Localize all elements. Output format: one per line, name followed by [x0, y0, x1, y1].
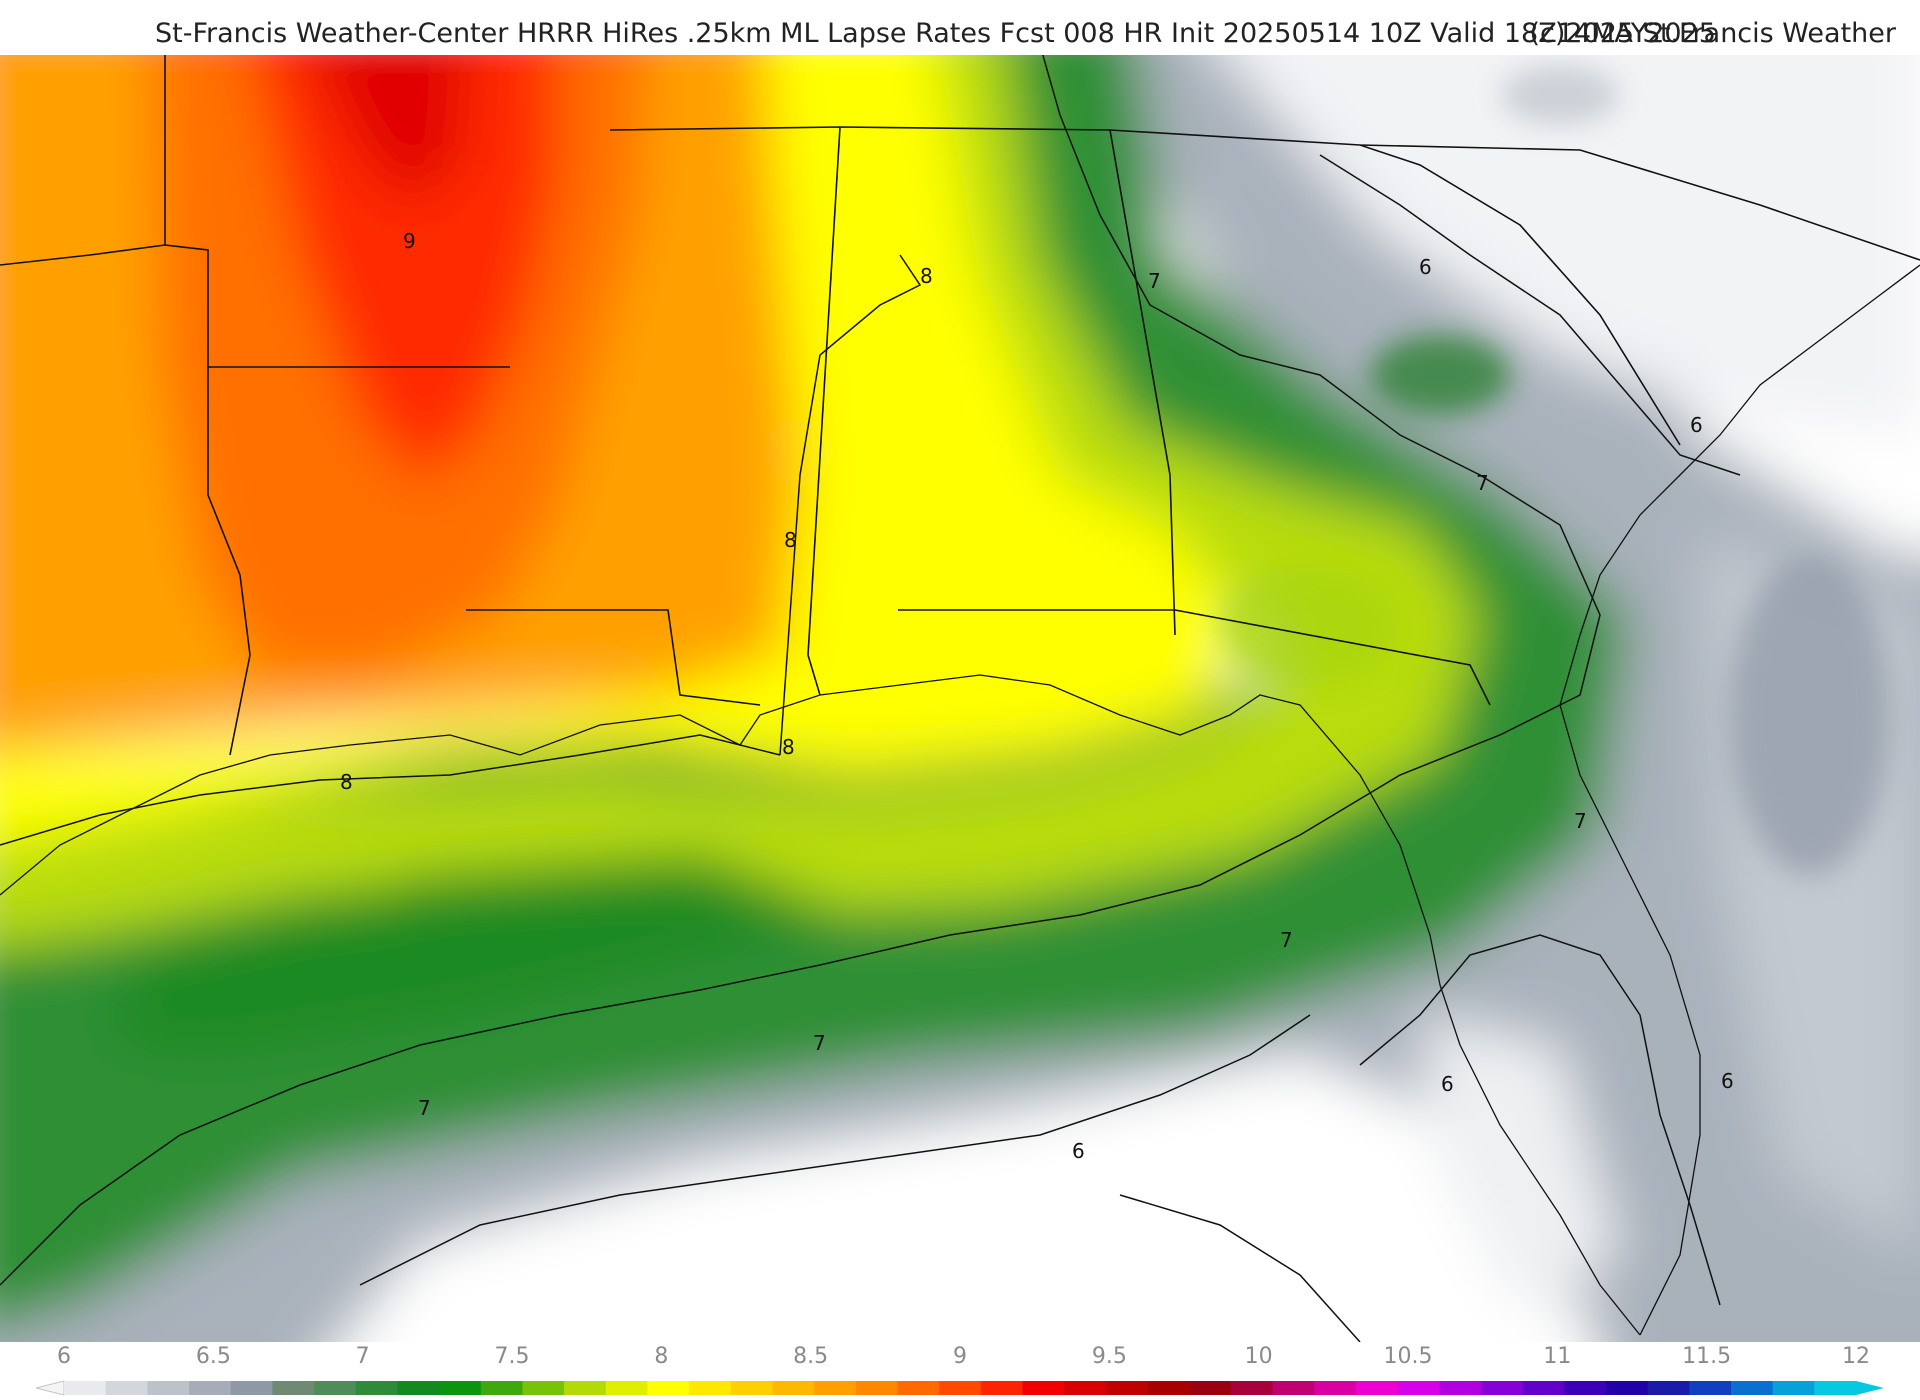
colorbar-swatch	[1480, 1381, 1524, 1395]
colorbar-swatch	[1605, 1381, 1649, 1395]
contour-label: 7	[1476, 471, 1489, 495]
colorbar-swatch	[897, 1381, 940, 1395]
colorbar-swatch	[1522, 1381, 1565, 1395]
colorbar-swatch	[605, 1381, 649, 1395]
legend-tick-label: 8	[654, 1344, 669, 1369]
colorbar-swatch	[1772, 1381, 1815, 1395]
legend-tick-label: 6	[57, 1344, 71, 1369]
coastline	[0, 264, 1920, 1336]
colorbar-swatch	[814, 1381, 857, 1395]
contour-label: 8	[340, 770, 353, 794]
colorbar-swatch	[480, 1381, 524, 1395]
colorbar-swatch	[980, 1381, 1024, 1395]
contour-label: 6	[1721, 1069, 1734, 1093]
legend-tick-label: 8.5	[793, 1344, 829, 1369]
colorbar-swatch	[1147, 1381, 1190, 1395]
lapse-rate-map: 9 8 8 8 8 7 7 7 7 7 7 6 6 6 6 6	[0, 55, 1920, 1342]
contour-label: 7	[1148, 269, 1161, 293]
colorbar-swatch	[1022, 1381, 1065, 1395]
colorbar-swatch	[689, 1381, 732, 1395]
colorbar-swatch	[772, 1381, 815, 1395]
colorbar-swatch	[1647, 1381, 1690, 1395]
colorbar-max-arrow	[1856, 1381, 1884, 1395]
legend-tick-label: 7.5	[494, 1344, 530, 1369]
colorbar-swatch	[1564, 1381, 1607, 1395]
colorbar-swatch	[522, 1381, 565, 1395]
legend-tick-label: 6.5	[195, 1344, 231, 1369]
contour-label: 9	[403, 229, 416, 253]
colorbar-swatch	[1105, 1381, 1149, 1395]
contour-label: 7	[418, 1096, 431, 1120]
colorbar-swatch	[939, 1381, 982, 1395]
contour-label: 7	[813, 1031, 826, 1055]
state-borders	[0, 55, 1920, 756]
color-legend: 6 6.5 7 7.5 8 8.5 9 9.5 10 10.5 11 11.5 12	[0, 1342, 1920, 1400]
contour-label: 7	[1280, 928, 1293, 952]
legend-tick-label: 9	[953, 1344, 967, 1369]
contour-label: 6	[1072, 1139, 1085, 1163]
colorbar-swatch	[1064, 1381, 1107, 1395]
legend-tick-label: 10.5	[1383, 1344, 1433, 1369]
legend-tick-label: 10	[1244, 1344, 1273, 1369]
contour-label: 8	[920, 264, 933, 288]
colorbar-swatch	[1189, 1381, 1232, 1395]
colorbar	[35, 1380, 1884, 1396]
legend-tick-label: 9.5	[1091, 1344, 1127, 1369]
contour-label-group: 9 8 8 8 8 7 7 7 7 7 7 6 6 6 6 6	[340, 229, 1734, 1163]
colorbar-min-arrow	[35, 1380, 65, 1396]
field-detail	[1220, 65, 1890, 875]
copyright-label: (c)2025 St.Francis Weather	[1529, 18, 1896, 49]
colorbar-swatch	[64, 1381, 107, 1395]
contour-lines	[0, 55, 1741, 1342]
lapse-rate-field	[0, 55, 1920, 1342]
colorbar-swatch	[1314, 1381, 1357, 1395]
colorbar-swatch	[1230, 1381, 1274, 1395]
colorbar-swatch	[355, 1381, 398, 1395]
header-bar: St-Francis Weather-Center HRRR HiRes .25…	[0, 14, 1920, 54]
colorbar-swatch	[105, 1381, 148, 1395]
contour-label: 8	[784, 528, 797, 552]
colorbar-swatch	[230, 1381, 273, 1395]
contour-label: 6	[1419, 255, 1432, 279]
colorbar-swatch	[647, 1381, 690, 1395]
colorbar-swatch	[1689, 1381, 1732, 1395]
colorbar-swatch	[855, 1381, 899, 1395]
legend-tick-label: 11.5	[1682, 1344, 1732, 1369]
colorbar-swatch	[272, 1381, 315, 1395]
colorbar-swatch	[189, 1381, 232, 1395]
contour-label: 6	[1441, 1072, 1454, 1096]
legend-tick-label: 12	[1842, 1344, 1870, 1369]
contour-label: 6	[1690, 413, 1703, 437]
colorbar-swatch	[564, 1381, 607, 1395]
contour-label: 7	[1574, 809, 1587, 833]
legend-tick-label: 7	[355, 1344, 370, 1369]
colorbar-swatch	[1272, 1381, 1315, 1395]
contour-label: 8	[782, 735, 795, 759]
colorbar-swatch	[439, 1381, 482, 1395]
colorbar-swatch	[147, 1381, 190, 1395]
colorbar-swatch	[1814, 1381, 1857, 1395]
legend-tick-label: 11	[1543, 1344, 1572, 1369]
colorbar-swatch	[730, 1381, 774, 1395]
colorbar-swatch	[1397, 1381, 1440, 1395]
colorbar-swatch	[1355, 1381, 1399, 1395]
colorbar-swatch	[314, 1381, 357, 1395]
map-canvas: 9 8 8 8 8 7 7 7 7 7 7 6 6 6 6 6	[0, 55, 1920, 1342]
colorbar-swatch	[397, 1381, 440, 1395]
map-title: St-Francis Weather-Center HRRR HiRes .25…	[155, 18, 1716, 49]
colorbar-swatch	[1730, 1381, 1774, 1395]
colorbar-swatch	[1439, 1381, 1482, 1395]
